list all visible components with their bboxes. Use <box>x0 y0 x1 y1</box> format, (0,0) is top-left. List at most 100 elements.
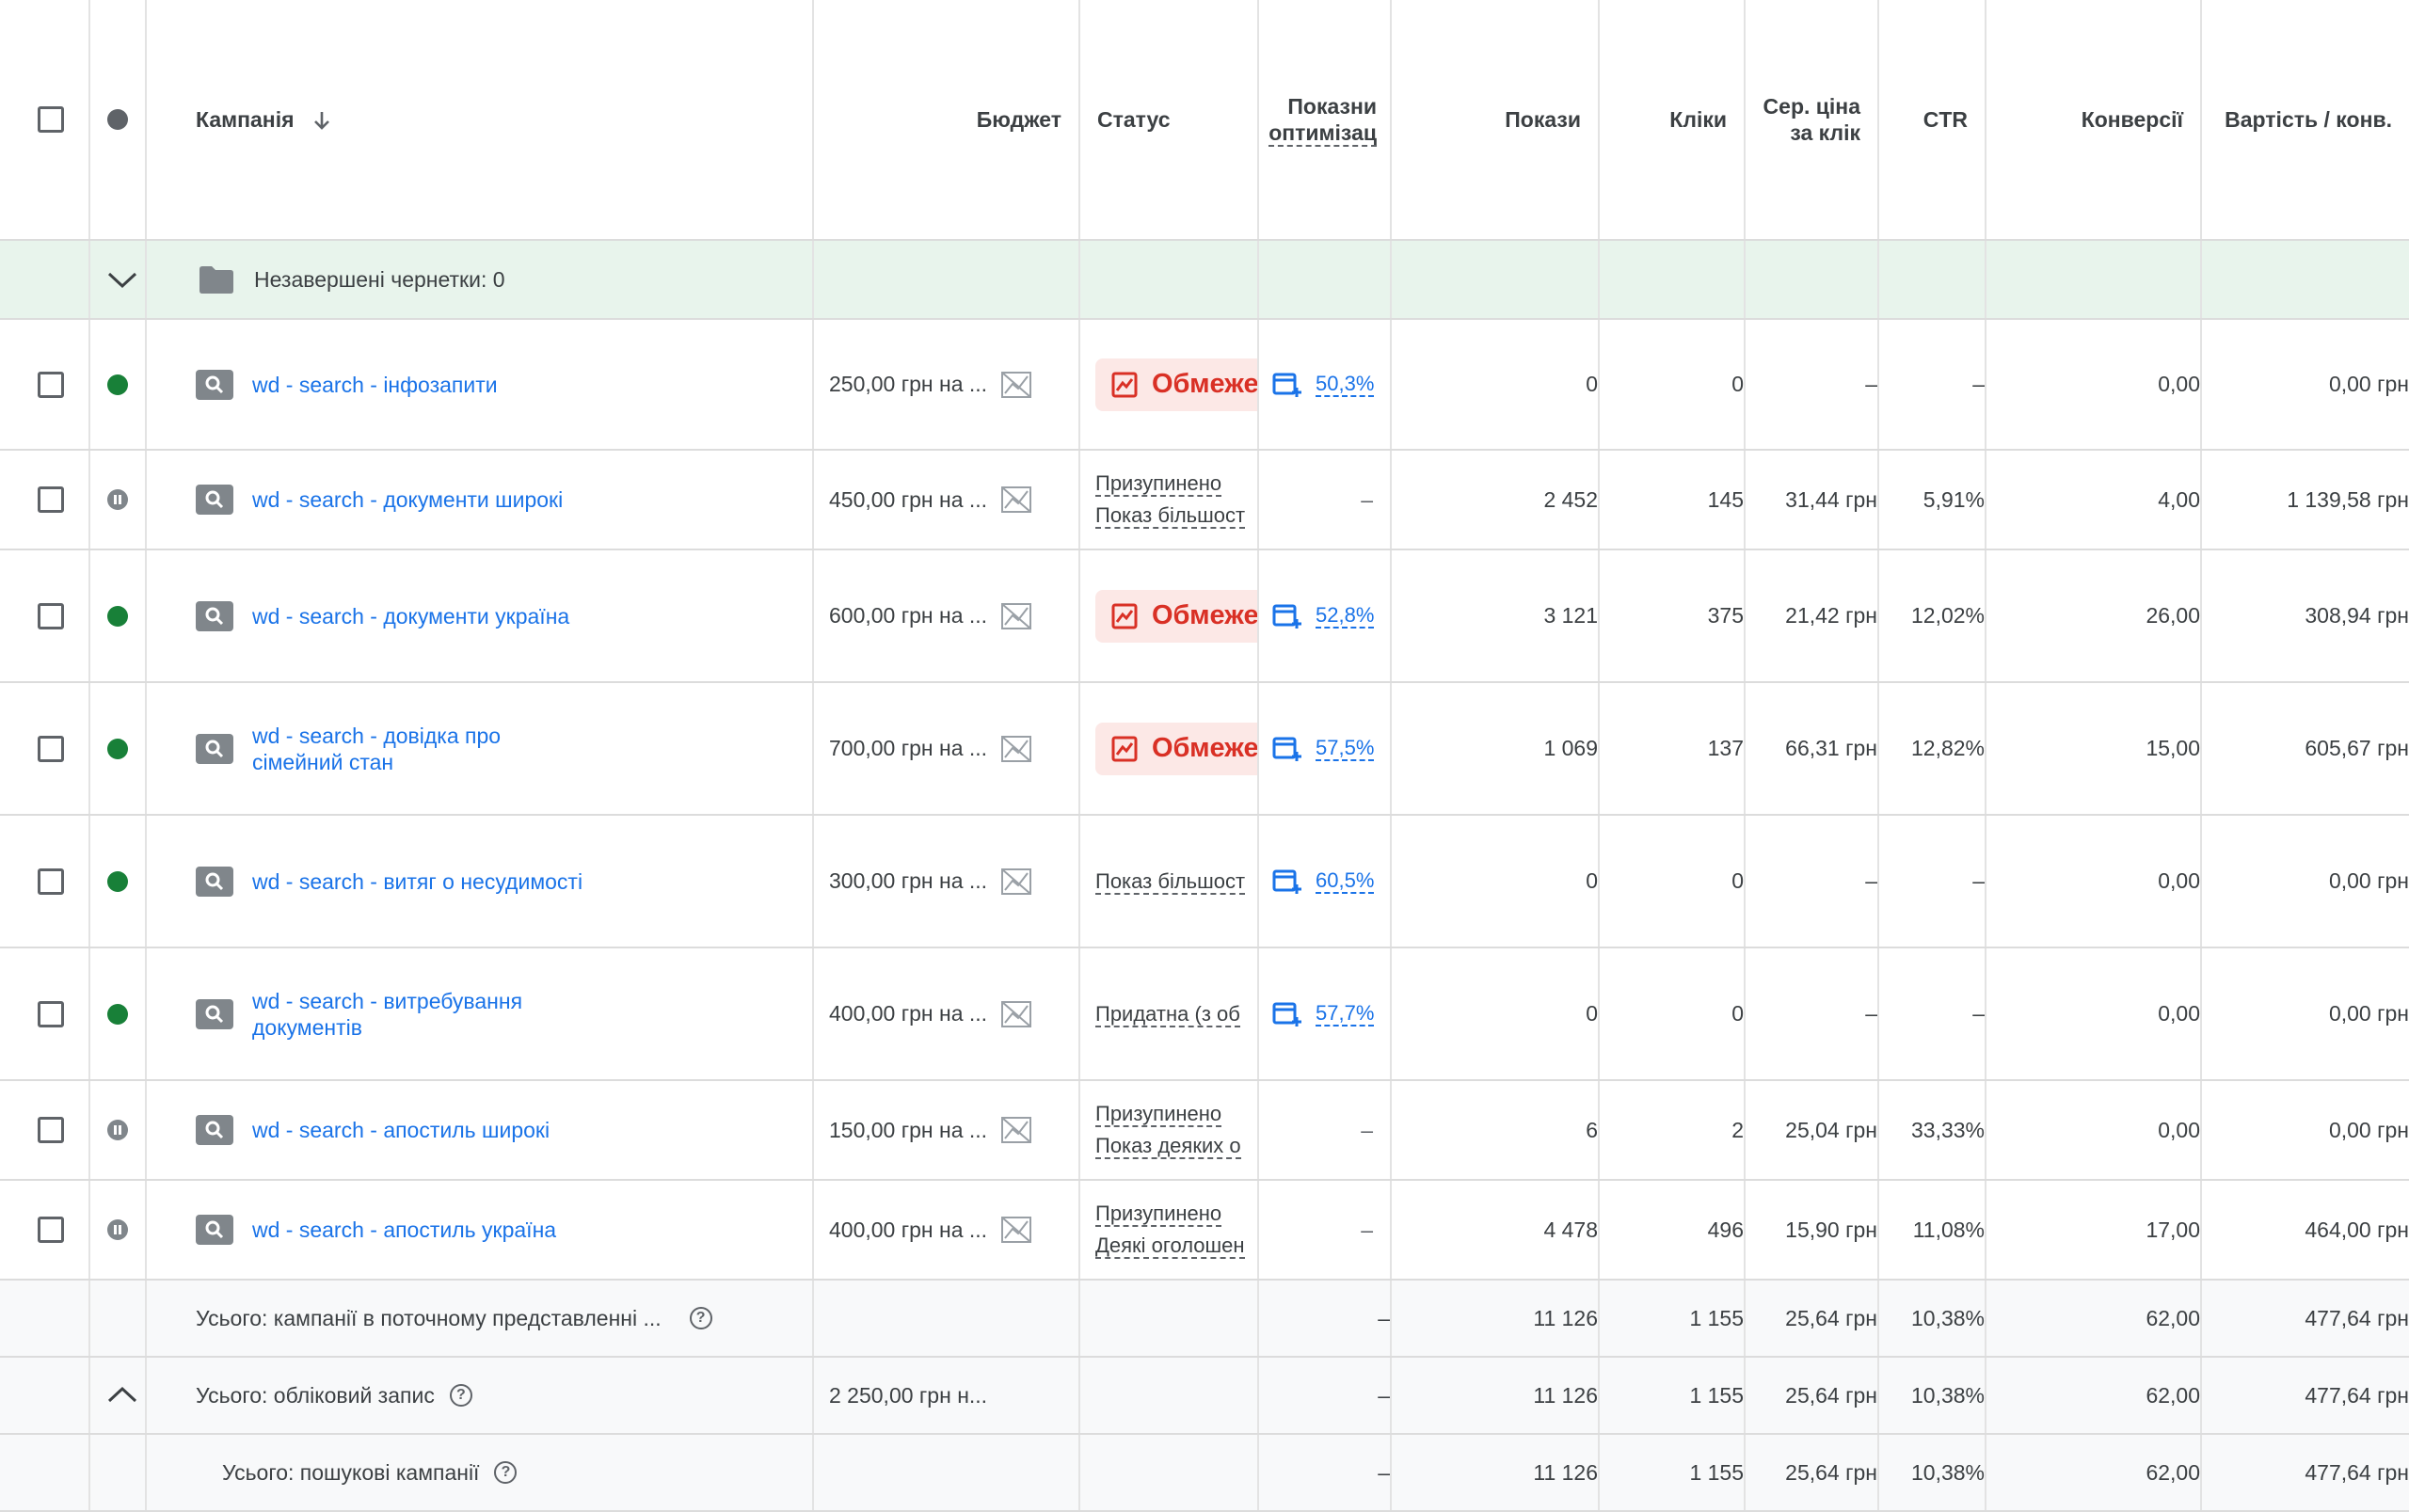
header-cost-per-conv[interactable]: Вартість / конв. <box>2201 0 2409 241</box>
row-status-dot-cell[interactable] <box>89 947 147 1081</box>
budget-cell[interactable]: 150,00 грн на ... <box>813 1080 1080 1181</box>
status-line-1[interactable]: Придатна (з об <box>1095 1001 1240 1027</box>
header-budget[interactable]: Бюджет <box>813 0 1080 241</box>
optimization-cell[interactable]: – <box>1258 1080 1392 1181</box>
status-line-1[interactable]: Призупинено <box>1095 1102 1222 1127</box>
budget-cell[interactable]: 300,00 грн на ... <box>813 815 1080 948</box>
status-limited-badge[interactable]: Обмеже <box>1095 358 1256 411</box>
budget-cell[interactable]: 400,00 грн на ... <box>813 947 1080 1081</box>
row-checkbox[interactable] <box>38 371 64 398</box>
status-cell[interactable]: Призупинено Деякі оголошен <box>1079 1180 1259 1281</box>
table-row[interactable]: wd - search - витребування документів 40… <box>0 947 2409 1081</box>
campaign-name-link[interactable]: wd - search - довідка про сімейний стан <box>252 723 501 775</box>
select-all-checkbox[interactable] <box>38 106 64 133</box>
campaign-name-link[interactable]: wd - search - документи україна <box>252 603 569 629</box>
optimization-cell[interactable]: 57,7% <box>1258 947 1392 1081</box>
header-campaign[interactable]: Кампанія <box>146 0 814 241</box>
budget-cell[interactable]: 700,00 грн на ... <box>813 682 1080 816</box>
campaign-name-link[interactable]: wd - search - витребування документів <box>252 988 522 1041</box>
status-line-1[interactable]: Показ більшост <box>1095 868 1246 895</box>
row-status-dot-cell[interactable] <box>89 815 147 948</box>
table-row[interactable]: wd - search - інфозапити 250,00 грн на .… <box>0 319 2409 451</box>
budget-cell[interactable]: 600,00 грн на ... <box>813 549 1080 683</box>
header-conversions[interactable]: Конверсії <box>1986 0 2202 241</box>
budget-cell[interactable]: 450,00 грн на ... <box>813 450 1080 550</box>
table-row[interactable]: wd - search - апостиль широкі 150,00 грн… <box>0 1080 2409 1181</box>
status-cell[interactable]: Призупинено Показ деяких о <box>1079 1080 1259 1181</box>
drafts-row[interactable]: Незавершені чернетки: 0 <box>0 240 2409 320</box>
status-cell[interactable]: Показ більшост <box>1079 815 1259 948</box>
campaign-name-link[interactable]: wd - search - апостиль україна <box>252 1217 556 1243</box>
table-row[interactable]: wd - search - довідка про сімейний стан … <box>0 682 2409 816</box>
budget-cell[interactable]: 400,00 грн на ... <box>813 1180 1080 1281</box>
row-status-dot-cell[interactable] <box>89 1080 147 1181</box>
optimization-score[interactable]: 52,8% <box>1259 602 1389 630</box>
budget-cell[interactable]: 250,00 грн на ... <box>813 319 1080 451</box>
table-row[interactable]: wd - search - апостиль україна 400,00 гр… <box>0 1180 2409 1281</box>
chevron-up-icon[interactable] <box>105 1384 139 1407</box>
row-status-dot-cell[interactable] <box>89 1180 147 1281</box>
campaign-name-link[interactable]: wd - search - апостиль широкі <box>252 1117 550 1143</box>
row-status-dot-cell[interactable] <box>89 682 147 816</box>
optimization-cell[interactable]: – <box>1258 450 1392 550</box>
row-checkbox[interactable] <box>38 1000 64 1027</box>
status-line-2[interactable]: Показ більшост <box>1095 503 1246 529</box>
row-status-dot-cell[interactable] <box>89 450 147 550</box>
status-cell[interactable]: Обмеже <box>1079 549 1259 683</box>
optimization-score[interactable]: 50,3% <box>1259 371 1389 399</box>
header-impressions[interactable]: Покази <box>1391 0 1600 241</box>
budget-chart-icon[interactable] <box>1000 1216 1032 1244</box>
row-checkbox[interactable] <box>38 486 64 513</box>
status-cell[interactable]: Обмеже <box>1079 682 1259 816</box>
campaign-name-link[interactable]: wd - search - документи широкі <box>252 486 563 513</box>
row-checkbox[interactable] <box>38 1217 64 1243</box>
help-circle-icon[interactable]: ? <box>494 1461 518 1484</box>
optimization-cell[interactable]: 50,3% <box>1258 319 1392 451</box>
total-row: Усього: пошукові кампанії ? – 11 126 1 1… <box>0 1434 2409 1512</box>
optimization-cell[interactable]: – <box>1258 1180 1392 1281</box>
budget-chart-icon[interactable] <box>1000 1000 1032 1028</box>
header-ctr[interactable]: CTR <box>1878 0 1986 241</box>
table-row[interactable]: wd - search - документи україна 600,00 г… <box>0 549 2409 683</box>
status-limited-badge[interactable]: Обмеже <box>1095 722 1256 775</box>
header-clicks[interactable]: Кліки <box>1599 0 1746 241</box>
status-cell[interactable]: Придатна (з об <box>1079 947 1259 1081</box>
row-checkbox[interactable] <box>38 1117 64 1143</box>
optimization-cell[interactable]: 52,8% <box>1258 549 1392 683</box>
help-circle-icon[interactable]: ? <box>449 1384 472 1407</box>
optimization-score[interactable]: 57,7% <box>1259 1000 1389 1028</box>
budget-chart-icon[interactable] <box>1000 485 1032 514</box>
status-line-2[interactable]: Показ деяких о <box>1095 1134 1241 1159</box>
status-line-1[interactable]: Призупинено <box>1095 1202 1222 1227</box>
budget-chart-icon[interactable] <box>1000 371 1032 399</box>
optimization-score[interactable]: 57,5% <box>1259 735 1389 763</box>
row-checkbox[interactable] <box>38 867 64 895</box>
status-line-1[interactable]: Призупинено <box>1095 471 1222 497</box>
header-status[interactable]: Статус <box>1079 0 1259 241</box>
row-status-dot-cell[interactable] <box>89 319 147 451</box>
campaign-name-link[interactable]: wd - search - витяг о несудимості <box>252 868 582 895</box>
row-checkbox[interactable] <box>38 735 64 762</box>
status-dot-header[interactable] <box>89 0 147 241</box>
status-limited-badge[interactable]: Обмеже <box>1095 589 1256 643</box>
optimization-cell[interactable]: 60,5% <box>1258 815 1392 948</box>
table-row[interactable]: wd - search - документи широкі 450,00 гр… <box>0 450 2409 550</box>
budget-chart-icon[interactable] <box>1000 602 1032 630</box>
status-cell[interactable]: Призупинено Показ більшост <box>1079 450 1259 550</box>
status-line-2[interactable]: Деякі оголошен <box>1095 1233 1245 1259</box>
table-row[interactable]: wd - search - витяг о несудимості 300,00… <box>0 815 2409 948</box>
help-circle-icon[interactable]: ? <box>689 1307 712 1329</box>
budget-chart-icon[interactable] <box>1000 735 1032 763</box>
row-checkbox[interactable] <box>38 602 64 629</box>
optimization-score[interactable]: 60,5% <box>1259 867 1389 896</box>
optimization-cell[interactable]: 57,5% <box>1258 682 1392 816</box>
header-optimization[interactable]: Показни оптимізац <box>1258 0 1392 241</box>
budget-chart-icon[interactable] <box>1000 867 1032 896</box>
campaign-name-link[interactable]: wd - search - інфозапити <box>252 372 498 398</box>
budget-chart-icon[interactable] <box>1000 1116 1032 1144</box>
header-avg-cpc[interactable]: Сер. ціна за клік <box>1745 0 1879 241</box>
status-cell[interactable]: Обмеже <box>1079 319 1259 451</box>
row-status-dot-cell[interactable] <box>89 549 147 683</box>
chevron-down-icon[interactable] <box>105 268 139 291</box>
avg-cpc-value: – <box>1745 947 1879 1081</box>
